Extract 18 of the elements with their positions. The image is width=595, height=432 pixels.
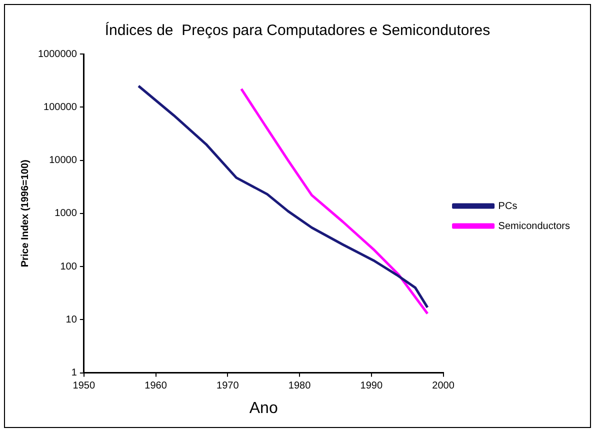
chart-title: Índices de Preços para Computadores e Semicondutores xyxy=(104,21,490,40)
x-tick-label: 1960 xyxy=(144,380,168,392)
x-tick-label: 1950 xyxy=(72,380,96,392)
x-axis-title: Ano xyxy=(249,400,278,417)
y-tick-label: 10000 xyxy=(49,155,78,166)
x-tick-label: 1990 xyxy=(360,380,383,392)
y-tick-label: 1 xyxy=(71,368,78,379)
y-tick-label: 100 xyxy=(60,261,78,272)
y-tick-label: 100000 xyxy=(44,102,78,113)
y-tick-label: 10 xyxy=(66,314,78,326)
x-tick-label: 1980 xyxy=(288,380,312,392)
legend-label: Semiconductors xyxy=(498,220,570,232)
x-tick-label: 1970 xyxy=(216,380,240,392)
y-tick-label: 1000 xyxy=(54,208,78,220)
y-tick-label: 1000000 xyxy=(38,48,78,60)
x-tick-label: 2000 xyxy=(432,380,455,392)
y-axis-title: Price Index (1996=100) xyxy=(20,160,31,268)
legend-label: PCs xyxy=(498,200,518,212)
